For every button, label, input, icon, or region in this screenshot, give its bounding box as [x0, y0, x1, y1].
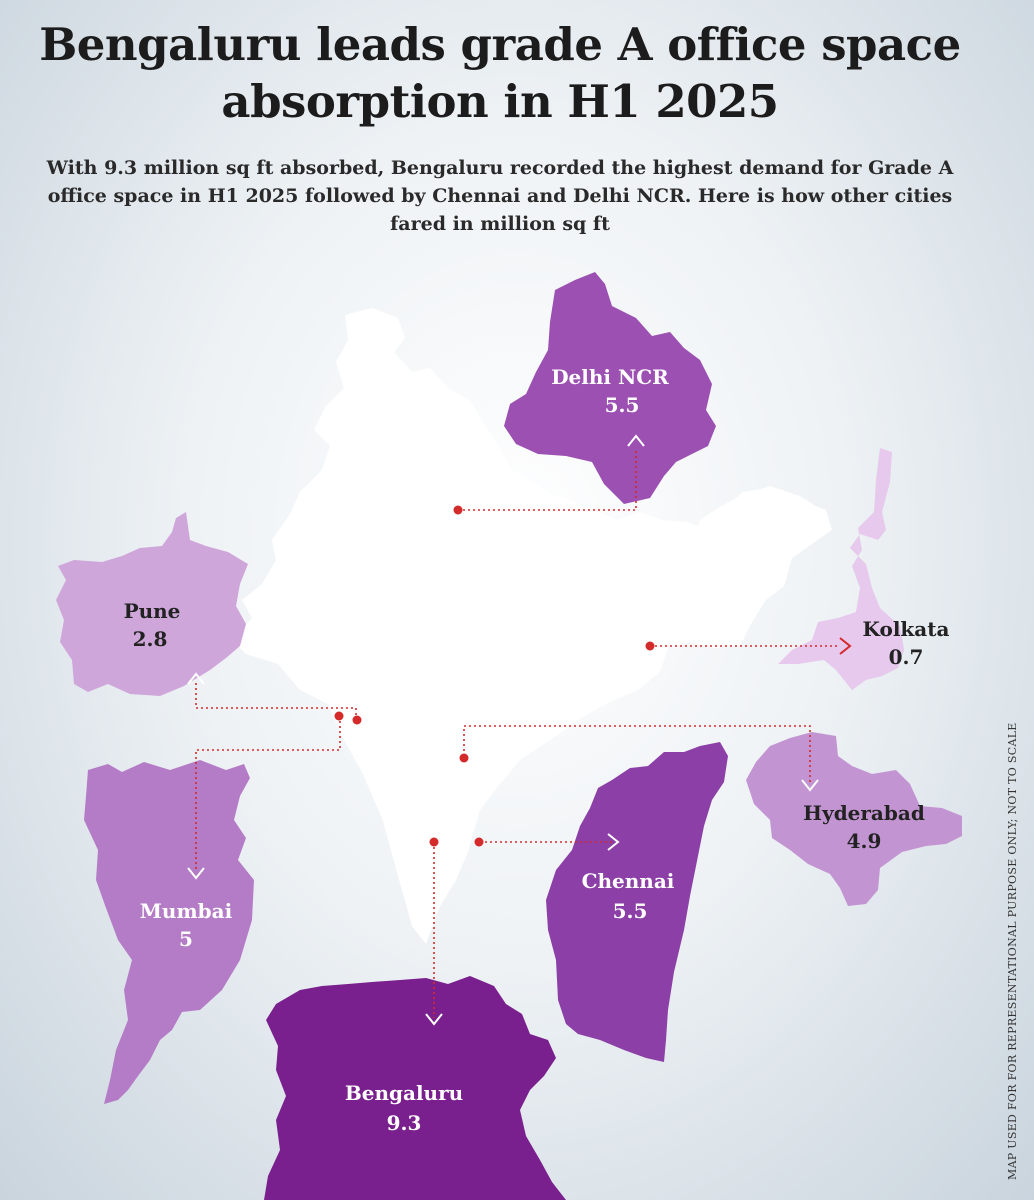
chennai-label: Chennai — [582, 869, 675, 893]
delhi-dot — [453, 505, 463, 515]
chennai-value: 5.5 — [613, 899, 648, 923]
connector-hyderabad — [463, 725, 811, 784]
hyderabad-shape — [746, 732, 962, 906]
mumbai-value: 5 — [179, 927, 193, 951]
bengaluru-dot — [429, 837, 439, 847]
india-outline — [232, 308, 832, 944]
kolkata-shape — [778, 448, 904, 690]
chennai-shape — [546, 742, 728, 1062]
chennai-dot — [474, 837, 484, 847]
mumbai-dot — [334, 711, 344, 721]
kolkata-label: Kolkata — [863, 617, 950, 641]
mumbai-shape — [84, 760, 254, 1104]
delhi-ncr-shape — [504, 272, 716, 504]
page-title: Bengaluru leads grade A office space abs… — [39, 18, 961, 128]
hyderabad-label: Hyderabad — [803, 801, 925, 825]
pune-shape — [56, 512, 248, 696]
connector-pune — [195, 680, 357, 720]
city-dots — [334, 505, 655, 847]
delhi-ncr-value: 5.5 — [605, 393, 640, 417]
northeast-outline — [690, 486, 828, 640]
page-subtitle: With 9.3 million sq ft absorbed, Bengalu… — [46, 157, 954, 235]
arrow-down-icon — [801, 779, 819, 792]
arrow-up-icon — [627, 434, 645, 447]
hyderabad-dot — [459, 753, 469, 763]
mumbai-label: Mumbai — [140, 899, 233, 923]
kolkata-value: 0.7 — [889, 645, 924, 669]
arrow-down-icon — [425, 1013, 443, 1026]
arrow-right-icon — [839, 637, 852, 655]
arrow-heads — [187, 434, 819, 1026]
arrow-right-icon — [607, 833, 620, 851]
pune-dot — [352, 715, 362, 725]
kolkata-dot — [645, 641, 655, 651]
arrow-up-icon — [187, 672, 205, 685]
hyderabad-value: 4.9 — [847, 829, 882, 853]
connector-lines — [195, 450, 840, 1018]
bengaluru-value: 9.3 — [387, 1111, 422, 1135]
pune-label: Pune — [124, 599, 181, 623]
bengaluru-shape — [264, 976, 566, 1200]
disclaimer-note: MAP USED FOR FOR REPRESENTATIONAL PURPOS… — [1006, 722, 1019, 1180]
connector-mumbai — [195, 716, 341, 870]
arrow-down-icon — [187, 867, 205, 880]
city-labels: Delhi NCR 5.5 Pune 2.8 Kolkata 0.7 Mumba… — [124, 365, 950, 1135]
bengaluru-label: Bengaluru — [345, 1081, 463, 1105]
pune-value: 2.8 — [133, 627, 168, 651]
delhi-ncr-label: Delhi NCR — [551, 365, 669, 389]
